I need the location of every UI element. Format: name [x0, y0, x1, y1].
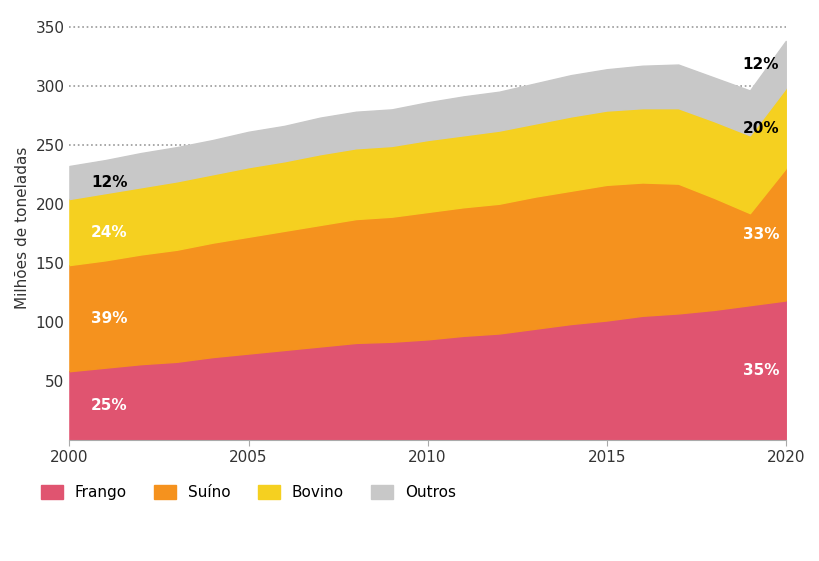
Text: 24%: 24%: [91, 224, 128, 240]
Text: 25%: 25%: [91, 398, 128, 413]
Y-axis label: Milhões de toneladas: Milhões de toneladas: [15, 146, 30, 309]
Text: 20%: 20%: [742, 121, 778, 136]
Text: 12%: 12%: [742, 57, 778, 72]
Text: 12%: 12%: [91, 175, 127, 190]
Text: 33%: 33%: [742, 227, 778, 242]
Legend: Frango, Suíno, Bovino, Outros: Frango, Suíno, Bovino, Outros: [41, 485, 455, 500]
Text: 39%: 39%: [91, 311, 127, 325]
Text: 35%: 35%: [742, 362, 778, 378]
